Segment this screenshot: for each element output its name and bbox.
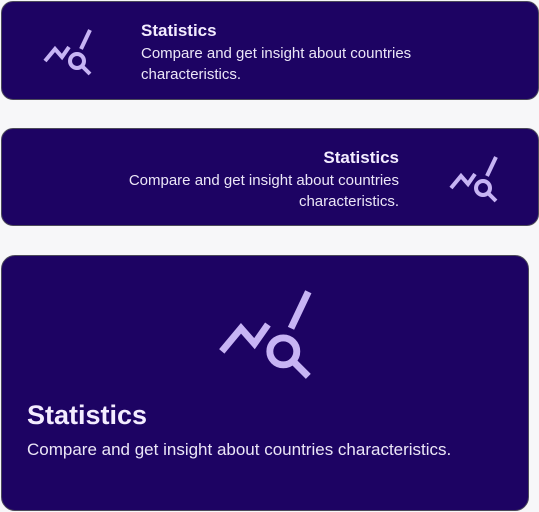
card-title: Statistics xyxy=(27,400,148,430)
card-description: Compare and get insight about countries … xyxy=(141,45,412,83)
card-description: Compare and get insight about countries … xyxy=(128,172,399,210)
card-description: Compare and get insight about countries … xyxy=(27,440,452,459)
statistics-card-compact-right[interactable]: Statistics Compare and get insight about… xyxy=(1,128,539,226)
statistics-card-compact-left[interactable]: Statistics Compare and get insight about… xyxy=(1,1,539,100)
stats-search-icon xyxy=(448,156,500,204)
card-title: Statistics xyxy=(323,148,399,167)
card-title: Statistics xyxy=(141,21,217,40)
stats-search-icon xyxy=(42,29,94,77)
statistics-card-large[interactable]: Statistics Compare and get insight about… xyxy=(1,255,529,511)
stats-search-icon xyxy=(216,289,316,383)
